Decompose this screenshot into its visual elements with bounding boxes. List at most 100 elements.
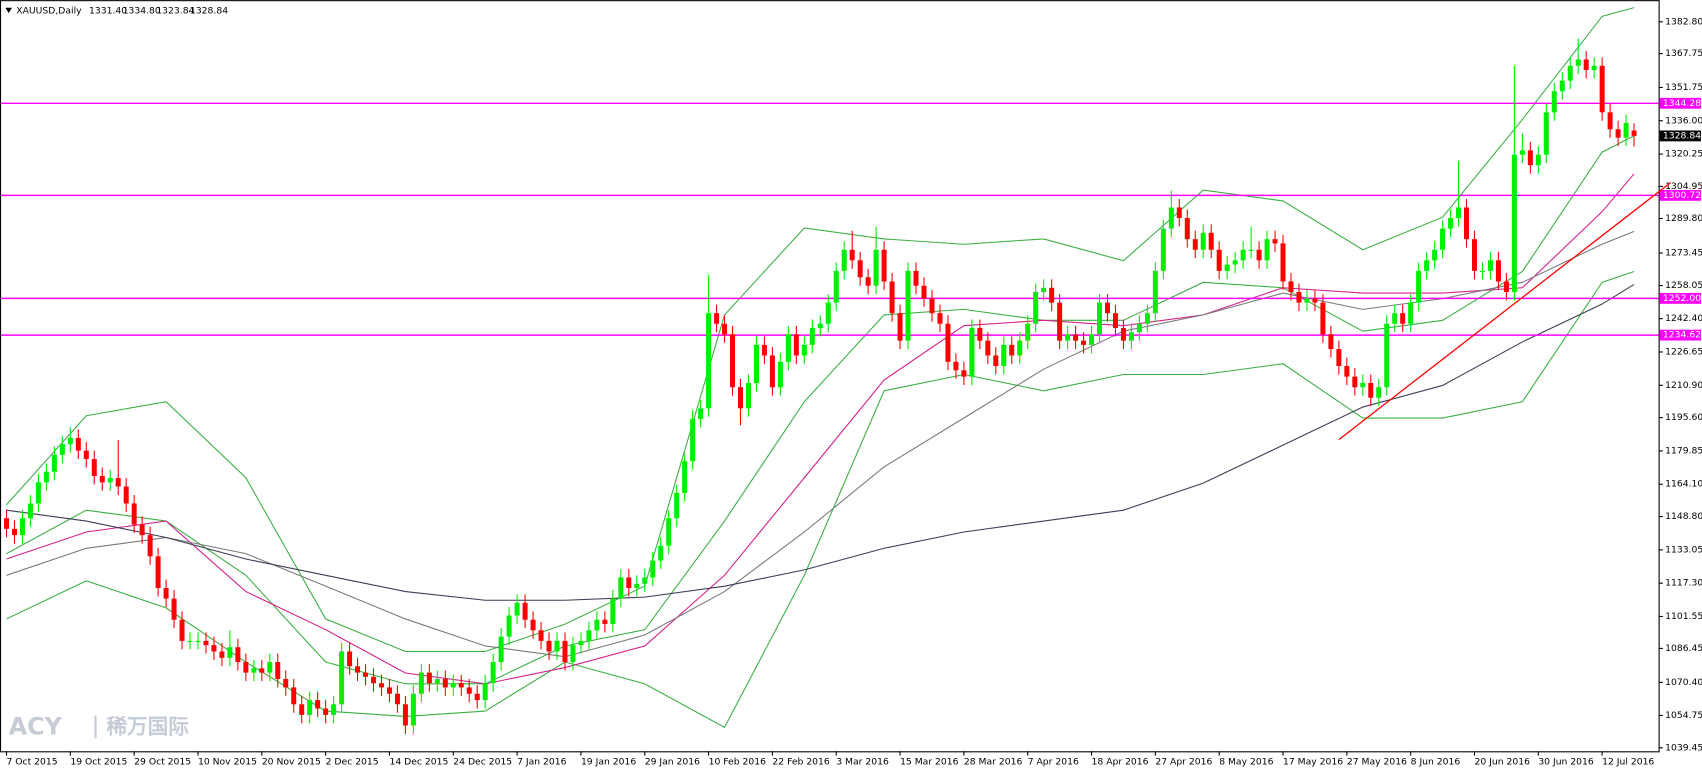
watermark-name: 稀万国际 <box>106 714 189 738</box>
x-tick-label: 10 Feb 2016 <box>709 757 767 768</box>
indicator-line <box>6 230 1635 658</box>
ohlc-close: 1328.84 <box>190 5 228 16</box>
x-tick-label: 27 May 2016 <box>1347 757 1407 768</box>
candle-body <box>155 556 161 589</box>
candle-body <box>833 270 839 303</box>
candle-body <box>347 651 353 667</box>
candle-body <box>722 323 728 335</box>
candle-body <box>1152 270 1158 314</box>
x-tick-label: 27 Apr 2016 <box>1155 757 1212 768</box>
candle-body <box>690 418 696 462</box>
candle-body <box>945 323 951 362</box>
candle-body <box>1567 65 1573 81</box>
candle-body <box>1575 59 1581 66</box>
candle-body <box>1392 313 1398 324</box>
candle-body <box>865 277 871 286</box>
y-tick-label: 1258.05 <box>1665 280 1702 291</box>
y-tick-label: 1226.65 <box>1665 346 1702 357</box>
candle-body <box>1144 313 1150 324</box>
candle-body <box>51 454 57 472</box>
candle-body <box>642 577 648 584</box>
candle-body <box>881 249 887 282</box>
y-tick-label: 1164.10 <box>1665 479 1702 490</box>
x-tick-label: 2 Dec 2015 <box>326 757 379 768</box>
candle-body <box>817 323 823 328</box>
candle-body <box>187 640 193 642</box>
candle-body <box>1344 366 1350 377</box>
plot-frame <box>0 0 1660 753</box>
x-tick-label: 24 Dec 2015 <box>453 757 512 768</box>
candle-body <box>1448 218 1454 229</box>
candle-body <box>1025 323 1031 341</box>
x-tick-label: 19 Jan 2016 <box>581 757 636 768</box>
candle-body <box>1168 207 1174 229</box>
candle-body <box>809 327 815 345</box>
candle-body <box>179 619 185 641</box>
candle-body <box>1128 332 1134 341</box>
candle-body <box>450 683 456 688</box>
candle-body <box>658 545 664 561</box>
candle-body <box>801 344 807 356</box>
candle-body <box>1432 249 1438 261</box>
level-label: 1252.00 <box>1663 293 1701 304</box>
candle-body <box>315 700 321 709</box>
candle-body <box>554 640 560 652</box>
y-tick-label: 1039.45 <box>1665 742 1702 753</box>
candle-body <box>35 482 41 504</box>
candle-body <box>27 503 33 519</box>
candle-body <box>1288 281 1294 293</box>
level-label: 1300.72 <box>1663 190 1701 201</box>
candle-body <box>1112 313 1118 328</box>
x-tick-label: 3 Mar 2016 <box>836 757 889 768</box>
candle-body <box>291 687 297 705</box>
candle-body <box>562 640 568 663</box>
candle-body <box>1360 382 1366 388</box>
price-label-box <box>1659 130 1701 142</box>
candle-body <box>139 524 145 536</box>
y-tick-label: 1320.25 <box>1665 149 1702 160</box>
y-tick-label: 1336.00 <box>1665 115 1702 126</box>
candle-body <box>538 630 544 641</box>
candle-body <box>514 602 520 616</box>
indicator-line <box>6 173 1635 685</box>
indicator-line <box>6 7 1635 653</box>
x-tick-label: 7 Oct 2015 <box>7 757 58 768</box>
x-tick-label: 7 Apr 2016 <box>1028 757 1079 768</box>
candle-body <box>602 619 608 624</box>
candle-body <box>1200 232 1206 250</box>
candle-body <box>339 651 345 705</box>
x-tick-label: 17 May 2016 <box>1283 757 1343 768</box>
candle-body <box>107 478 113 483</box>
candle-body <box>506 615 512 637</box>
candle-body <box>738 387 743 409</box>
y-tick-label: 1382.80 <box>1665 16 1702 27</box>
candle-body <box>1519 150 1525 155</box>
x-tick-label: 19 Oct 2015 <box>70 757 127 768</box>
candle-body <box>1336 349 1342 367</box>
candle-body <box>67 437 73 445</box>
collapse-icon[interactable] <box>5 7 12 14</box>
candle-body <box>1320 302 1326 335</box>
candle-body <box>466 687 472 694</box>
candle-body <box>267 662 273 673</box>
candle-body <box>897 313 903 341</box>
x-tick-label: 29 Jan 2016 <box>645 757 700 768</box>
candle-body <box>1256 249 1262 261</box>
candle-body <box>4 518 10 529</box>
candle-body <box>873 249 879 286</box>
candle-body <box>730 334 736 388</box>
ohlc-open: 1331.40 <box>89 5 127 16</box>
candle-body <box>1224 264 1230 271</box>
ohlc-high: 1334.80 <box>123 5 161 16</box>
candle-body <box>921 285 927 299</box>
candle-body <box>825 302 831 324</box>
candle-body <box>1464 207 1470 240</box>
candle-body <box>1487 260 1493 271</box>
level-label-box <box>1659 97 1701 109</box>
y-tick-label: 1179.85 <box>1665 445 1702 456</box>
candle-body <box>1017 340 1023 356</box>
candle-body <box>1559 80 1565 92</box>
candle-body <box>1352 376 1358 388</box>
candle-body <box>1216 249 1222 271</box>
